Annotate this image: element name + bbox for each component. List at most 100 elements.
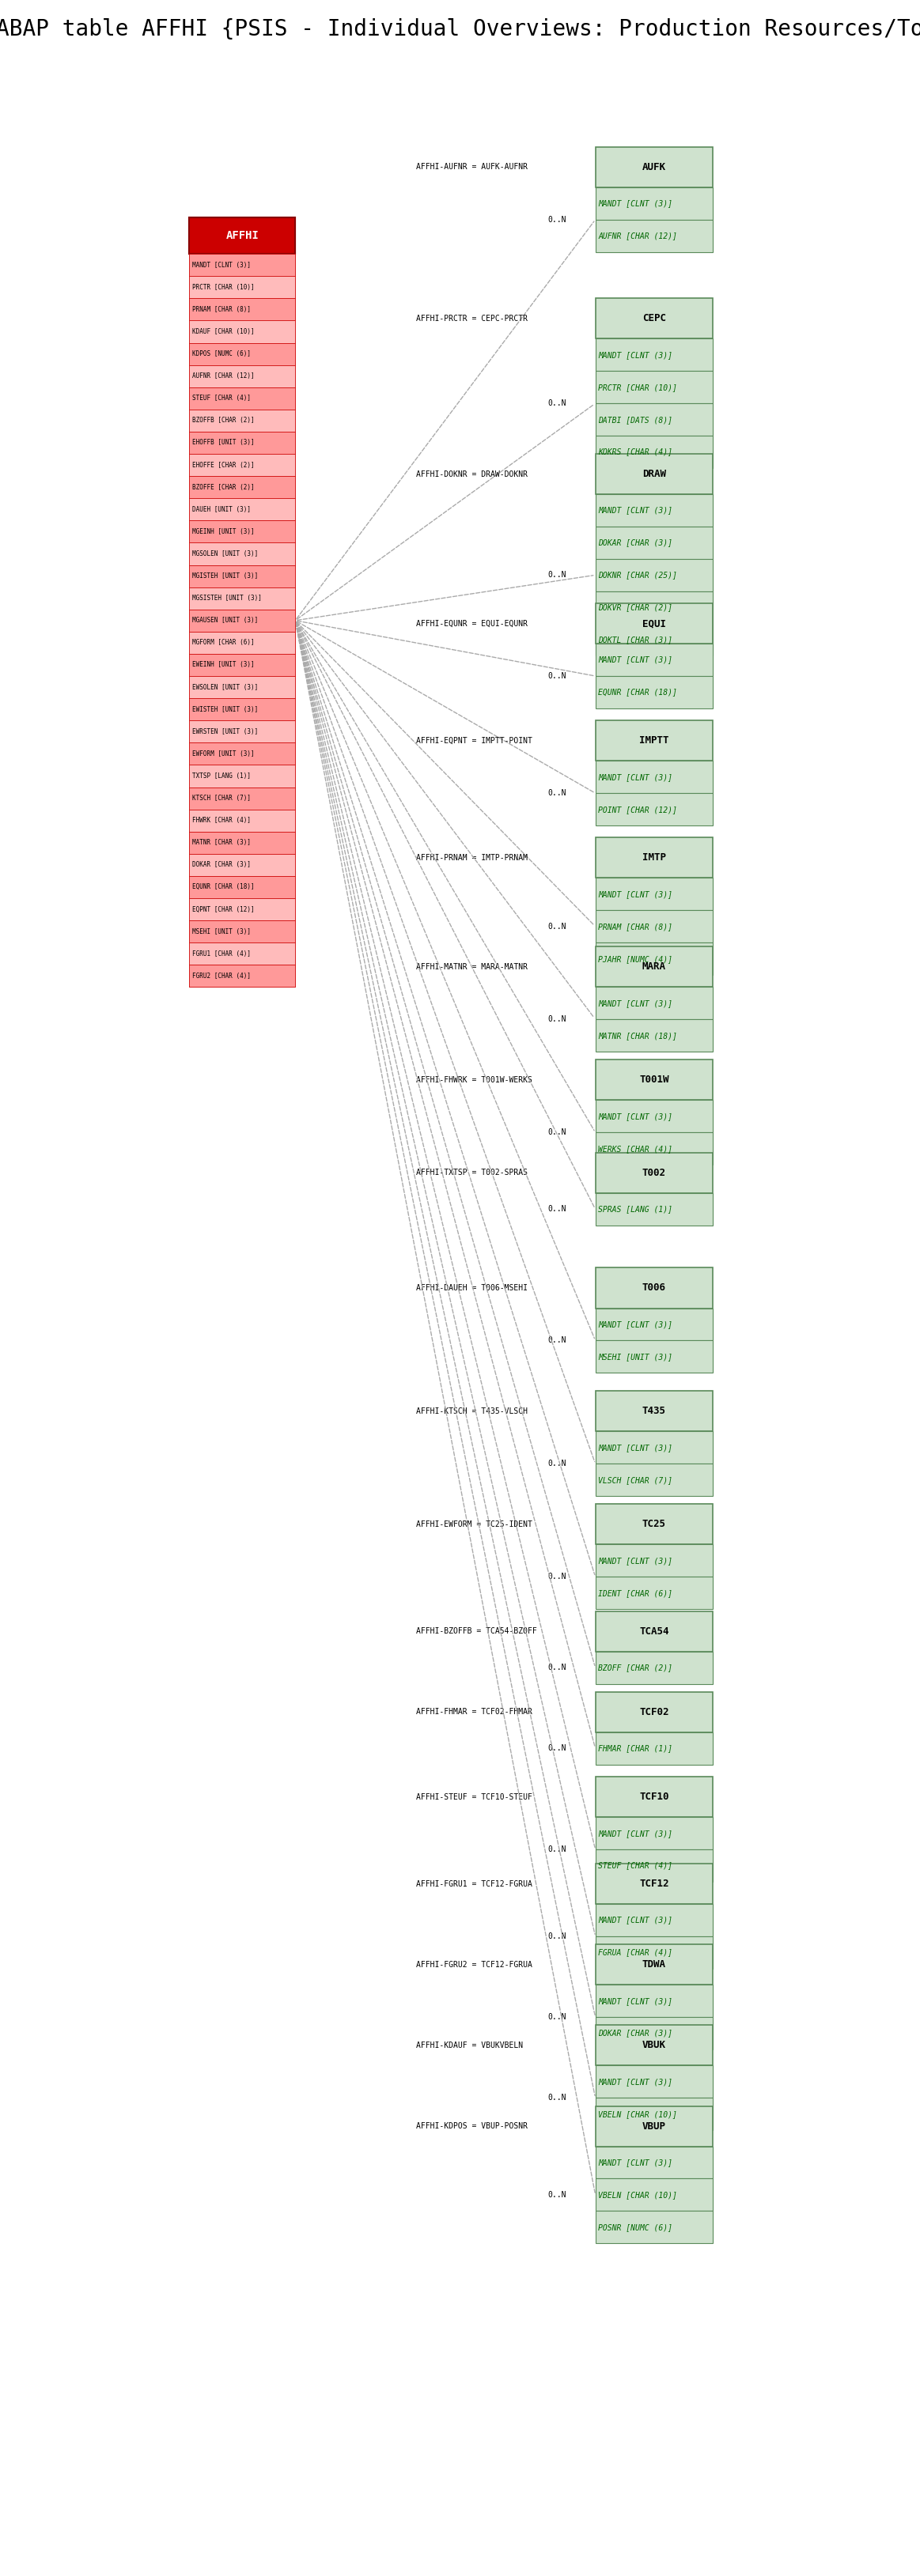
Text: KDAUF [CHAR (10)]: KDAUF [CHAR (10)] [192,327,255,335]
FancyBboxPatch shape [190,654,295,675]
FancyBboxPatch shape [595,793,713,824]
FancyBboxPatch shape [190,721,295,742]
FancyBboxPatch shape [190,410,295,433]
Text: DAUEH [UNIT (3)]: DAUEH [UNIT (3)] [192,505,251,513]
Text: AUFNR [CHAR (12)]: AUFNR [CHAR (12)] [192,374,255,379]
Text: MANDT [CLNT (3)]: MANDT [CLNT (3)] [598,1113,673,1121]
FancyBboxPatch shape [190,319,295,343]
Text: 0..N: 0..N [547,1206,566,1213]
Text: EHOFFE [CHAR (2)]: EHOFFE [CHAR (2)] [192,461,255,469]
FancyBboxPatch shape [595,1100,713,1133]
FancyBboxPatch shape [595,1777,713,1816]
FancyBboxPatch shape [595,371,713,404]
FancyBboxPatch shape [190,788,295,809]
FancyBboxPatch shape [190,698,295,721]
FancyBboxPatch shape [190,276,295,299]
Text: MGFORM [CHAR (6)]: MGFORM [CHAR (6)] [192,639,255,647]
FancyBboxPatch shape [595,837,713,878]
Text: BZOFFE [CHAR (2)]: BZOFFE [CHAR (2)] [192,484,255,492]
Text: EQUNR [CHAR (18)]: EQUNR [CHAR (18)] [598,688,677,696]
Text: MSEHI [UNIT (3)]: MSEHI [UNIT (3)] [192,927,251,935]
FancyBboxPatch shape [595,675,713,708]
Text: TC25: TC25 [642,1520,666,1530]
FancyBboxPatch shape [190,611,295,631]
Text: MGSOLEN [UNIT (3)]: MGSOLEN [UNIT (3)] [192,551,259,556]
Text: 0..N: 0..N [547,1574,566,1582]
FancyBboxPatch shape [595,453,713,495]
Text: MGEINH [UNIT (3)]: MGEINH [UNIT (3)] [192,528,255,536]
Text: EWISTEH [UNIT (3)]: EWISTEH [UNIT (3)] [192,706,259,714]
FancyBboxPatch shape [190,853,295,876]
Text: 0..N: 0..N [547,1744,566,1752]
Text: KTSCH [CHAR (7)]: KTSCH [CHAR (7)] [192,793,251,801]
Text: POINT [CHAR (12)]: POINT [CHAR (12)] [598,806,677,814]
FancyBboxPatch shape [190,765,295,788]
Text: TXTSP [LANG (1)]: TXTSP [LANG (1)] [192,773,251,781]
FancyBboxPatch shape [190,366,295,386]
Text: AFFHI-STEUF = TCF10-STEUF: AFFHI-STEUF = TCF10-STEUF [416,1793,532,1801]
FancyBboxPatch shape [190,631,295,654]
Text: MANDT [CLNT (3)]: MANDT [CLNT (3)] [598,2159,673,2166]
FancyBboxPatch shape [190,966,295,987]
Text: EWFORM [UNIT (3)]: EWFORM [UNIT (3)] [192,750,255,757]
Text: EWEINH [UNIT (3)]: EWEINH [UNIT (3)] [192,662,255,670]
FancyBboxPatch shape [595,644,713,675]
Text: 0..N: 0..N [547,216,566,224]
Text: KDPOS [NUMC (6)]: KDPOS [NUMC (6)] [192,350,251,358]
FancyBboxPatch shape [190,675,295,698]
Text: IMPTT: IMPTT [639,737,669,747]
Text: DOKTL [CHAR (3)]: DOKTL [CHAR (3)] [598,636,673,644]
Text: AFFHI-FGRU1 = TCF12-FGRUA: AFFHI-FGRU1 = TCF12-FGRUA [416,1880,532,1888]
Text: FGRU1 [CHAR (4)]: FGRU1 [CHAR (4)] [192,951,251,958]
FancyBboxPatch shape [595,1692,713,1731]
FancyBboxPatch shape [595,623,713,657]
Text: DOKAR [CHAR (3)]: DOKAR [CHAR (3)] [192,860,251,868]
FancyBboxPatch shape [595,526,713,559]
FancyBboxPatch shape [190,742,295,765]
Text: BZOFFB [CHAR (2)]: BZOFFB [CHAR (2)] [192,417,255,425]
Text: MSEHI [UNIT (3)]: MSEHI [UNIT (3)] [598,1352,673,1360]
FancyBboxPatch shape [190,433,295,453]
FancyBboxPatch shape [595,987,713,1020]
Text: AFFHI-AUFNR = AUFK-AUFNR: AFFHI-AUFNR = AUFK-AUFNR [416,162,527,170]
FancyBboxPatch shape [190,943,295,966]
FancyBboxPatch shape [190,433,295,453]
FancyBboxPatch shape [595,909,713,943]
Text: T001W: T001W [639,1074,669,1084]
FancyBboxPatch shape [190,587,295,611]
FancyBboxPatch shape [595,219,713,252]
FancyBboxPatch shape [595,1432,713,1463]
Text: POSNR [NUMC (6)]: POSNR [NUMC (6)] [598,2223,673,2231]
Text: IMTP: IMTP [642,853,666,863]
FancyBboxPatch shape [190,343,295,366]
Text: T435: T435 [642,1406,666,1417]
FancyBboxPatch shape [190,631,295,654]
Text: FGRUA [CHAR (4)]: FGRUA [CHAR (4)] [598,1947,673,1955]
Text: WERKS [CHAR (4)]: WERKS [CHAR (4)] [598,1144,673,1151]
Text: AUFNR [CHAR (12)]: AUFNR [CHAR (12)] [598,232,677,240]
Text: EWRSTEN [UNIT (3)]: EWRSTEN [UNIT (3)] [192,729,259,734]
FancyBboxPatch shape [190,366,295,386]
FancyBboxPatch shape [190,477,295,497]
Text: MANDT [CLNT (3)]: MANDT [CLNT (3)] [598,1996,673,2004]
Text: PRNAM [CHAR (8)]: PRNAM [CHAR (8)] [192,307,251,314]
Text: 0..N: 0..N [547,1932,566,1940]
Text: AFFHI-PRNAM = IMTP-PRNAM: AFFHI-PRNAM = IMTP-PRNAM [416,853,527,863]
FancyBboxPatch shape [190,216,295,255]
FancyBboxPatch shape [190,832,295,853]
Text: EQUI: EQUI [642,618,666,629]
Text: 0..N: 0..N [547,2014,566,2022]
Text: 0..N: 0..N [547,1664,566,1672]
FancyBboxPatch shape [190,587,295,611]
FancyBboxPatch shape [595,1059,713,1100]
Text: MANDT [CLNT (3)]: MANDT [CLNT (3)] [598,1829,673,1837]
FancyBboxPatch shape [595,1731,713,1765]
Text: AFFHI-TXTSP = T002-SPRAS: AFFHI-TXTSP = T002-SPRAS [416,1170,527,1177]
Text: TXTSP [LANG (1)]: TXTSP [LANG (1)] [192,773,251,781]
Text: KOKRS [CHAR (4)]: KOKRS [CHAR (4)] [598,448,673,456]
FancyBboxPatch shape [190,564,295,587]
Text: MANDT [CLNT (3)]: MANDT [CLNT (3)] [598,2079,673,2087]
FancyBboxPatch shape [190,497,295,520]
Text: MARA: MARA [642,961,666,971]
Text: PRCTR [CHAR (10)]: PRCTR [CHAR (10)] [598,384,677,392]
